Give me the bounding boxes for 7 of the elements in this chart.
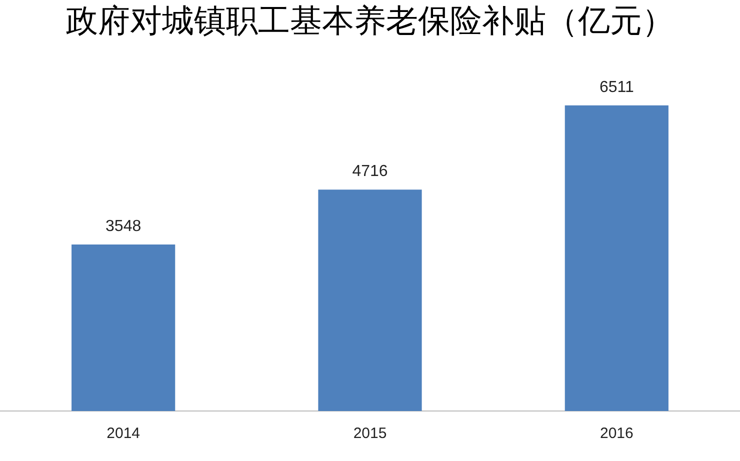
data-label: 4716 — [352, 163, 388, 180]
x-tick-label: 2014 — [106, 425, 140, 442]
x-tick-label: 2015 — [353, 425, 387, 442]
chart-title: 政府对城镇职工基本养老保险补贴（亿元） — [66, 2, 674, 39]
x-tick-label: 2016 — [600, 425, 634, 442]
data-label: 6511 — [599, 78, 634, 96]
data-label: 3548 — [106, 218, 142, 235]
